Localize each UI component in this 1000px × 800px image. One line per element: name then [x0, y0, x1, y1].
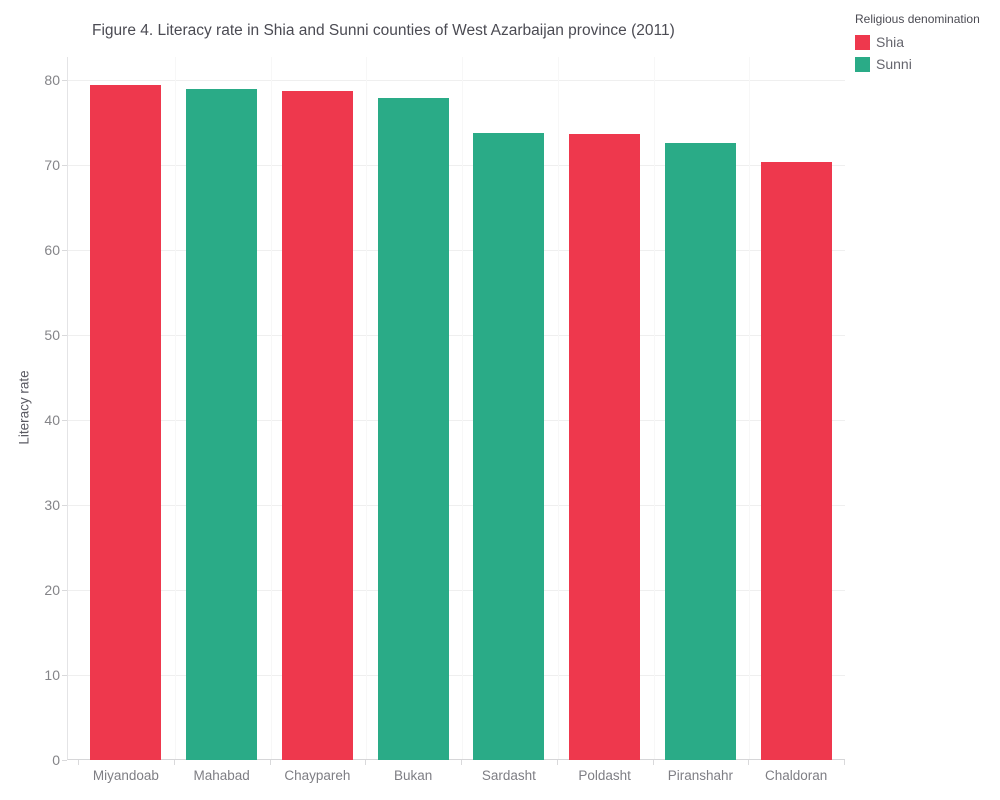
legend-item-sunni: Sunni [855, 56, 980, 72]
plot-area [67, 57, 845, 760]
bar-column-miyandoab [78, 57, 174, 760]
column-boundary [653, 57, 655, 759]
bar-chaldoran [760, 162, 832, 760]
gridline-y-60 [68, 249, 845, 251]
bar-column-bukan [365, 57, 461, 760]
bar-column-mahabad [174, 57, 270, 760]
legend-swatch-shia [855, 34, 870, 50]
x-axis-label-chaldoran: Chaldoran [764, 768, 828, 783]
bar-column-piranshahr [653, 57, 749, 760]
y-axis-tick [62, 589, 67, 591]
bar-column-chaypareh [270, 57, 366, 760]
x-axis-tick [556, 760, 558, 765]
x-axis-tick [748, 760, 750, 765]
y-axis-tick [62, 79, 67, 81]
column-boundary [270, 57, 272, 759]
y-axis-tick [62, 674, 67, 676]
gridline-y-40 [68, 419, 845, 421]
x-axis-tick [365, 760, 367, 765]
y-axis-tick-label: 70 [44, 156, 60, 173]
legend-items: Shia Sunni [855, 34, 980, 72]
bar-bukan [377, 97, 449, 760]
gridline-y-70 [68, 164, 845, 166]
x-axis-label-chaypareh: Chaypareh [284, 768, 351, 783]
legend-swatch-sunni [855, 56, 870, 72]
x-axis-label-piranshahr: Piranshahr [667, 768, 734, 783]
column-boundary [557, 57, 559, 759]
y-axis-title: Literacy rate [16, 370, 32, 445]
bar-piranshahr [664, 142, 736, 760]
y-axis-tick-label: 50 [44, 326, 60, 343]
y-axis-tick [62, 249, 67, 251]
y-axis-tick-label: 30 [44, 496, 60, 513]
y-axis-tick-label: 40 [44, 411, 60, 428]
x-axis-label-miyandoab: Miyandoab [92, 768, 159, 783]
x-axis-label-mahabad: Mahabad [193, 768, 250, 783]
y-axis-tick [62, 419, 67, 421]
bar-poldasht [569, 134, 641, 760]
gridline-y-50 [68, 334, 845, 336]
bar-mahabad [186, 89, 258, 760]
y-axis-tick-label: 0 [52, 752, 60, 768]
legend-item-shia: Shia [855, 34, 980, 50]
bar-chaypareh [281, 91, 353, 760]
gridline-y-10 [68, 674, 845, 676]
y-axis-tick [62, 760, 67, 761]
bar-sardasht [473, 132, 545, 760]
chart-title: Figure 4. Literacy rate in Shia and Sunn… [92, 22, 675, 39]
y-axis-tick-label: 60 [44, 241, 60, 258]
bar-miyandoab [90, 85, 162, 760]
x-axis-label-poldasht: Poldasht [578, 768, 631, 783]
x-axis-tick [78, 760, 79, 765]
bars-layer [78, 57, 844, 760]
gridline-y-20 [68, 589, 845, 591]
column-boundary [749, 57, 751, 759]
gridline-y-80 [68, 79, 845, 81]
x-axis-tick [173, 760, 175, 765]
bar-column-sardasht [461, 57, 557, 760]
x-axis-tick [844, 760, 845, 765]
x-axis-tick [269, 760, 271, 765]
column-boundary [174, 57, 176, 759]
x-axis-tick [461, 760, 462, 765]
x-axis-label-bukan: Bukan [393, 768, 433, 783]
y-axis-tick [62, 164, 67, 166]
legend-title: Religious denomination [855, 12, 980, 26]
bar-column-poldasht [557, 57, 653, 760]
y-axis-tick [62, 334, 67, 336]
column-boundary [462, 57, 463, 759]
column-boundary [366, 57, 368, 759]
y-axis-tick-label: 20 [44, 581, 60, 598]
x-axis-label-sardasht: Sardasht [481, 768, 536, 783]
y-axis-tick-label: 10 [44, 666, 60, 683]
x-axis-tick [652, 760, 654, 765]
y-axis-tick [62, 504, 67, 506]
legend-label: Shia [876, 34, 905, 50]
y-axis-tick-label: 80 [44, 71, 60, 88]
gridline-y-30 [68, 504, 845, 506]
legend: Religious denomination Shia Sunni [855, 12, 980, 78]
legend-label: Sunni [876, 56, 912, 72]
bar-column-chaldoran [748, 57, 844, 760]
